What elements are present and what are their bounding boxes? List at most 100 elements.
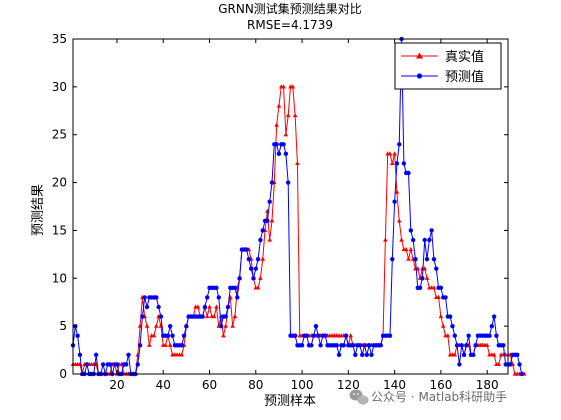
- data-point-actual: [285, 112, 291, 118]
- data-point-predicted: [274, 142, 279, 147]
- data-point-actual: [445, 333, 451, 338]
- data-point-predicted: [420, 276, 425, 281]
- data-point-predicted: [179, 343, 184, 348]
- data-point-actual: [422, 266, 428, 271]
- x-tick-label: 180: [476, 378, 499, 392]
- data-point-predicted: [378, 343, 383, 348]
- data-point-predicted: [269, 180, 275, 185]
- data-point-predicted: [397, 142, 402, 147]
- data-point-actual: [283, 132, 289, 137]
- legend-marker-circle: [416, 73, 423, 79]
- data-point-predicted: [167, 323, 173, 329]
- data-point-actual: [153, 323, 159, 328]
- data-point-predicted: [424, 256, 430, 262]
- data-point-predicted: [170, 333, 175, 338]
- data-point-predicted: [265, 218, 270, 224]
- data-point-actual: [390, 160, 395, 166]
- data-point-actual: [408, 246, 414, 252]
- data-point-actual: [211, 313, 217, 319]
- y-tick-label: 35: [52, 32, 67, 46]
- data-point-predicted: [292, 333, 298, 338]
- data-point-actual: [392, 151, 397, 156]
- data-point-predicted: [276, 151, 282, 157]
- data-point-actual: [348, 333, 353, 338]
- data-point-predicted: [184, 323, 189, 329]
- data-point-actual: [276, 103, 282, 108]
- data-point-predicted: [427, 237, 432, 243]
- data-point-predicted: [364, 352, 370, 358]
- data-point-predicted: [360, 352, 365, 358]
- plot-area: 20 40 60 80 100 120 140 160 180 0 5 10 15 20 25 30 35: [52, 32, 527, 392]
- data-point-actual: [394, 189, 400, 194]
- y-axis-label: 预测结果: [31, 184, 46, 236]
- data-point-predicted: [218, 323, 224, 329]
- data-point-predicted: [77, 352, 83, 358]
- data-point-predicted: [336, 352, 342, 358]
- x-axis-label: 预测样本: [264, 394, 316, 409]
- data-point-predicted: [260, 228, 265, 233]
- data-point-predicted: [515, 352, 520, 358]
- data-point-actual: [144, 323, 150, 328]
- chart-subtitle: RMSE=4.1739: [247, 18, 333, 32]
- series-layer: [70, 36, 527, 377]
- data-point-predicted: [304, 333, 309, 338]
- data-point-predicted: [464, 343, 469, 348]
- x-tick-label: 120: [337, 378, 360, 392]
- data-point-actual: [269, 218, 275, 223]
- data-point-predicted: [251, 276, 256, 281]
- data-point-actual: [383, 237, 388, 242]
- data-point-predicted: [357, 343, 363, 348]
- data-point-predicted: [466, 333, 471, 338]
- data-point-actual: [295, 160, 300, 166]
- data-point-predicted: [156, 304, 161, 310]
- data-point-predicted: [447, 314, 453, 319]
- data-point-actual: [230, 323, 235, 328]
- x-tick-label: 140: [383, 378, 406, 392]
- data-point-predicted: [392, 199, 397, 204]
- data-point-predicted: [223, 314, 228, 319]
- data-point-predicted: [299, 343, 305, 348]
- data-point-actual: [399, 237, 404, 242]
- y-tick-label: 30: [52, 80, 67, 94]
- data-point-predicted: [487, 333, 492, 338]
- data-point-actual: [163, 342, 168, 347]
- chart-title: GRNN测试集预测结果对比: [218, 1, 362, 16]
- data-point-predicted: [508, 362, 513, 367]
- data-point-predicted: [246, 256, 252, 262]
- x-tick-layer: 20 40 60 80 100 120 140 160 180: [109, 39, 499, 392]
- data-point-actual: [496, 361, 502, 367]
- data-point-predicted: [248, 266, 254, 271]
- data-point-predicted: [454, 343, 460, 348]
- data-point-predicted: [434, 266, 439, 271]
- data-point-predicted: [438, 285, 444, 291]
- data-point-actual: [260, 256, 266, 261]
- data-point-actual: [207, 304, 212, 309]
- data-point-predicted: [450, 323, 455, 329]
- data-point-actual: [267, 237, 272, 242]
- data-point-predicted: [413, 256, 418, 262]
- data-point-predicted: [84, 362, 90, 367]
- data-point-predicted: [422, 237, 427, 243]
- data-point-predicted: [316, 333, 321, 338]
- data-point-predicted: [100, 362, 106, 367]
- data-point-predicted: [410, 237, 416, 243]
- watermark-text: 公众号 · Matlab科研助手: [371, 390, 507, 404]
- data-point-predicted: [181, 333, 187, 338]
- data-point-predicted: [343, 333, 349, 338]
- data-point-predicted: [401, 161, 407, 166]
- data-point-actual: [204, 313, 210, 319]
- data-point-actual: [396, 218, 402, 223]
- data-point-actual: [292, 112, 298, 118]
- data-point-predicted: [309, 343, 314, 348]
- data-point-predicted: [135, 362, 140, 367]
- data-point-actual: [431, 285, 437, 290]
- x-tick-label: 60: [202, 378, 217, 392]
- data-point-actual: [232, 313, 238, 319]
- data-point-predicted: [517, 362, 522, 367]
- y-tick-label: 25: [52, 128, 67, 142]
- data-point-actual: [223, 323, 229, 328]
- data-point-predicted: [394, 161, 400, 166]
- legend-entry-predicted: 预测值: [401, 69, 484, 85]
- data-point-predicted: [471, 352, 476, 358]
- watermark: 公众号 · Matlab科研助手: [349, 389, 507, 405]
